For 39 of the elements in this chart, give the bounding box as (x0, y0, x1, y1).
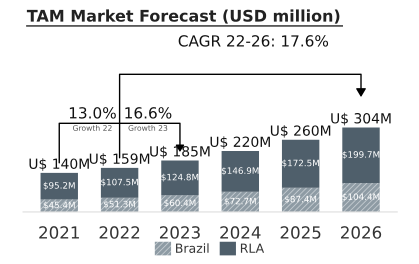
data-label: $124.8M (162, 174, 198, 182)
total-label: U$ 304M (331, 112, 391, 126)
data-label: $45.4M (44, 201, 75, 210)
data-label: $60.4M (164, 199, 196, 208)
text: 16.6% (125, 107, 172, 119)
bar (161, 160, 199, 196)
data-label: $72.7M (224, 198, 256, 206)
bar (282, 140, 320, 188)
bar (342, 182, 380, 212)
chart-title: TAM Market Forecast (USD million) (26, 9, 340, 24)
text: 13.0% (70, 107, 116, 119)
total-label: U$ 159M (90, 153, 150, 166)
bar (40, 172, 78, 200)
bar (222, 150, 260, 192)
total-label: U$ 140M (30, 158, 89, 171)
data-label: $172.5M (282, 160, 319, 168)
x-tick-label: 2026 (341, 226, 382, 239)
data-label: $95.2M (44, 182, 75, 190)
bar (342, 128, 380, 183)
total-label: U$ 220M (210, 136, 270, 149)
data-label: $146.9M (222, 167, 259, 176)
x-tick-label: 2025 (280, 226, 320, 239)
data-label: $107.5M (101, 178, 138, 187)
total-label: U$ 185M (150, 146, 210, 158)
data-label: $51.3M (104, 200, 136, 209)
data-label: $87.4M (285, 196, 316, 204)
x-tick-label: 2021 (39, 226, 79, 239)
total-label: U$ 260M (270, 125, 330, 138)
bar (222, 192, 260, 212)
data-label: $104.4M (342, 193, 380, 202)
chart-subtitle: CAGR 22-26: 17.6% (178, 35, 328, 47)
x-tick-label: 2024 (220, 226, 261, 239)
legend-label: Brazil (176, 243, 209, 253)
bar (100, 168, 138, 198)
x-tick-label: 2022 (100, 226, 140, 239)
bar (282, 188, 320, 212)
data-label: $199.7M (342, 151, 380, 159)
x-tick-label: 2023 (160, 226, 200, 239)
legend-label: RLA (240, 244, 264, 253)
